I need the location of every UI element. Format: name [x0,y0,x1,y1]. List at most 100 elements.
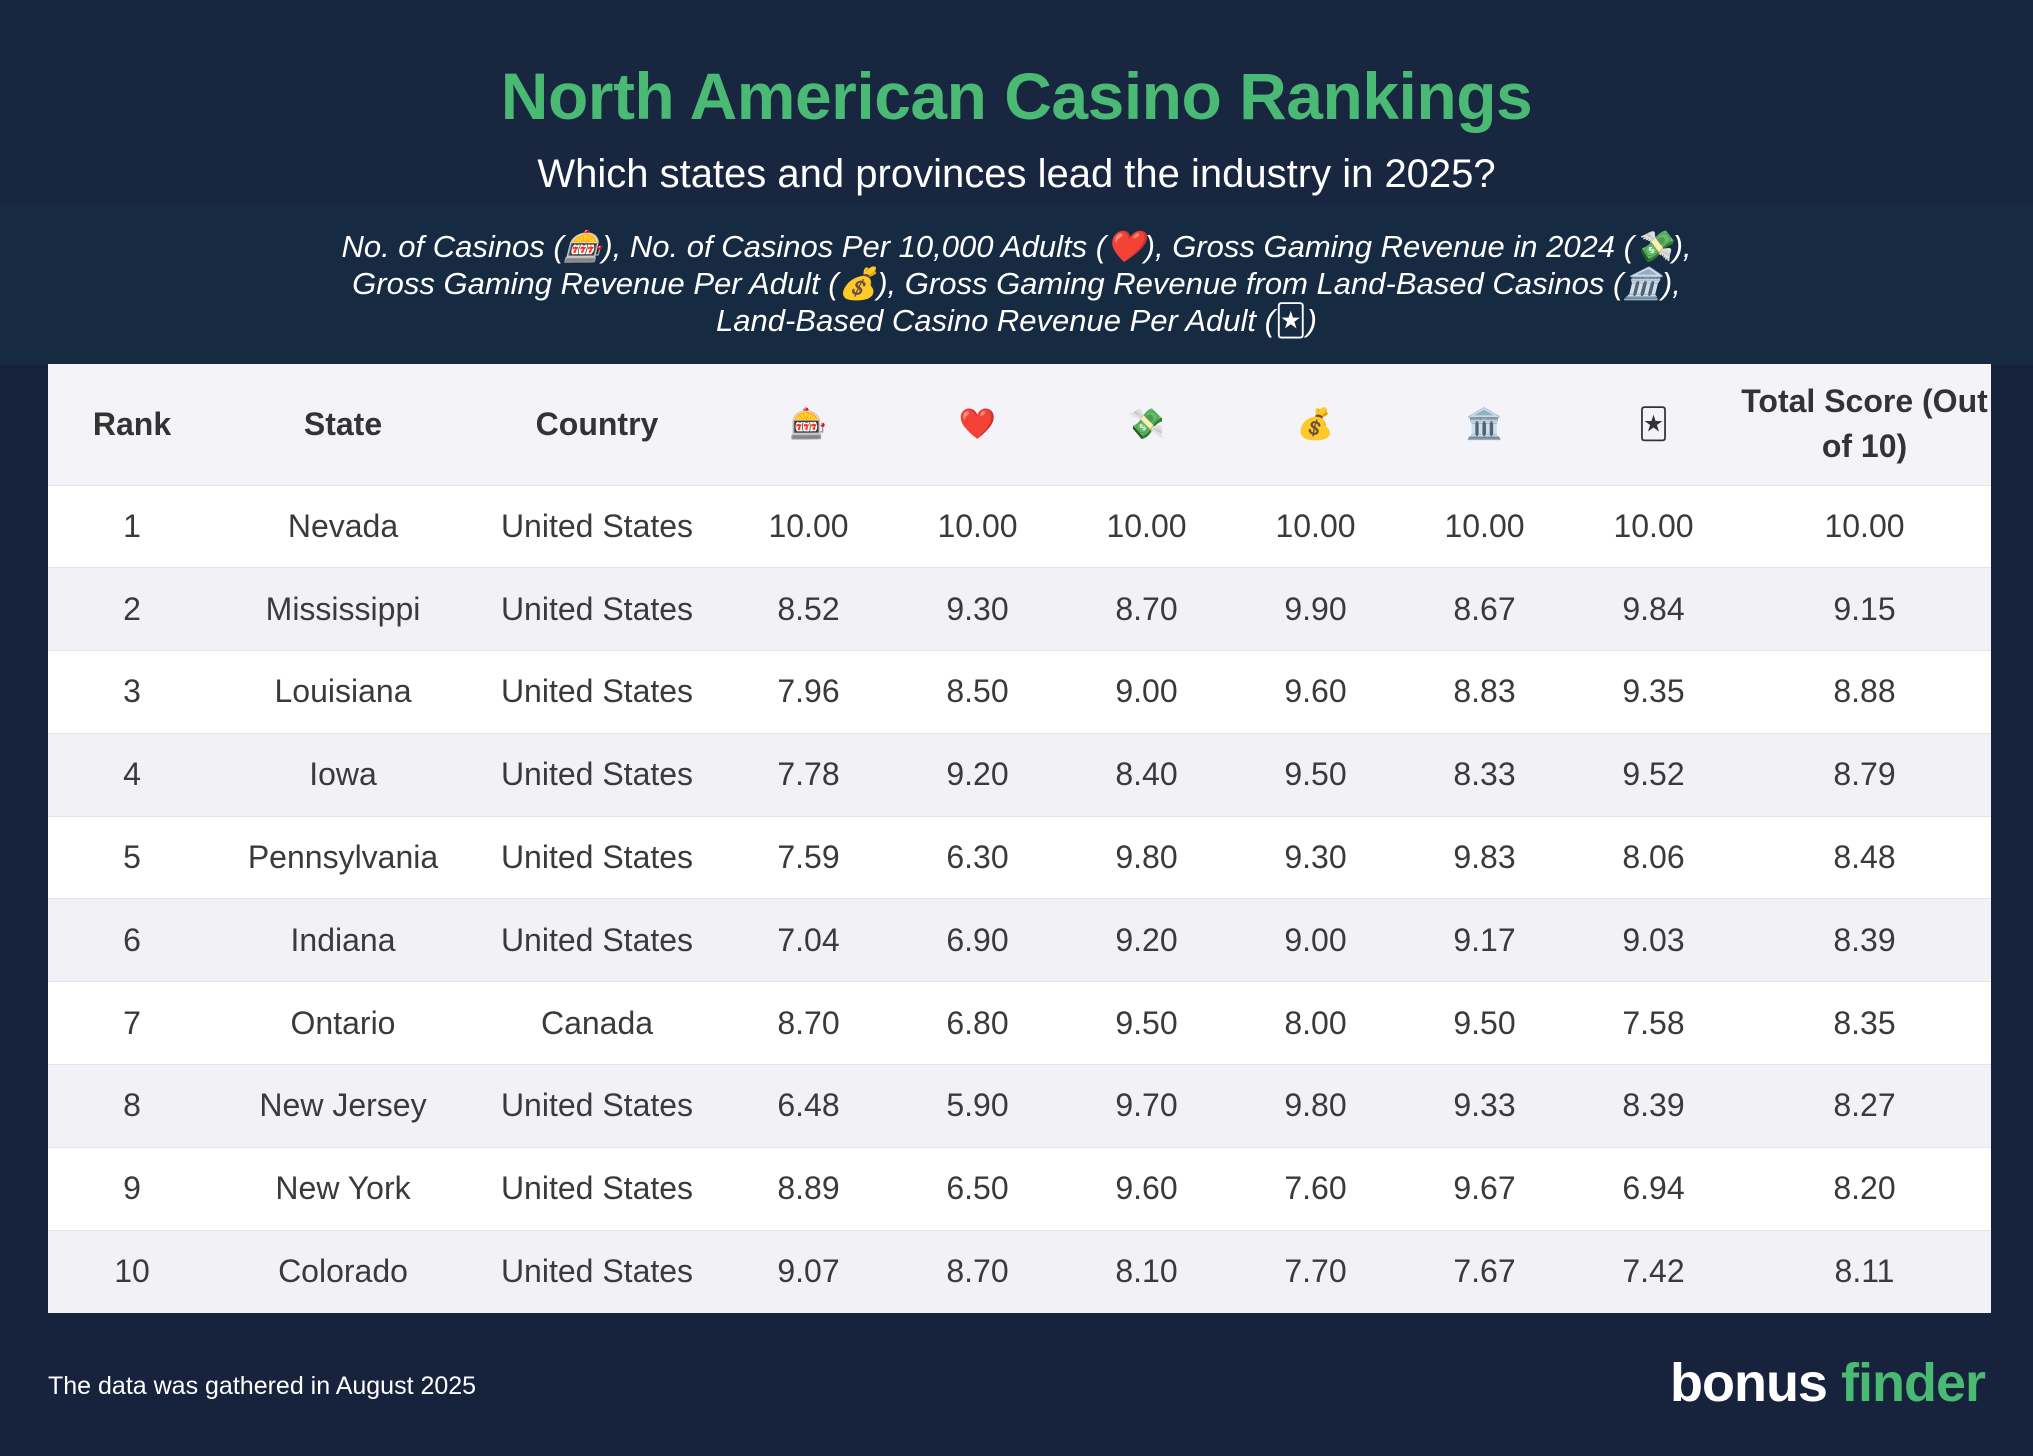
rankings-table: Rank State Country 🎰 ❤️ 💸 💰 🏛️ 🃏 Total Score (Out… [48,364,1991,1313]
land-based-per-adult-cell: 10.00 [1613,507,1694,544]
casinos-per-adult-cell: 9.20 [946,756,1009,793]
casinos-per-adult-cell: 9.30 [946,590,1009,627]
land-based-per-adult-cell: 9.35 [1622,673,1685,710]
land-based-ggr-cell: 8.83 [1453,673,1516,710]
table-row: 9 New York United States 8.89 6.50 9.60 7.60 9.… [48,1147,1991,1231]
logo-text-finder: finder [1840,1353,1986,1413]
bank-icon: 🏛️ [1465,407,1504,441]
header-total-score: Total Score (Out of 10) [1741,383,1988,465]
bonusfinder-logo: bonus finder [1669,1352,1986,1414]
casinos-cell: 6.48 [777,1087,840,1124]
casinos-per-adult-cell: 6.50 [946,1170,1009,1207]
land-based-ggr-cell: 9.67 [1453,1170,1516,1207]
country-cell: United States [500,1087,694,1124]
casinos-cell: 8.52 [777,590,840,627]
country-cell: Canada [540,1004,654,1041]
legend-item: No. of Casinos Per 10,000 Adults (❤️) [629,229,1155,264]
casinos-cell: 8.70 [777,1004,840,1041]
casinos-cell: 9.07 [777,1253,840,1290]
total-score-cell: 8.88 [1833,673,1896,710]
land-based-per-adult-cell: 9.84 [1622,590,1685,627]
land-based-ggr-cell: 8.33 [1453,756,1516,793]
casinos-per-adult-cell: 8.50 [946,673,1009,710]
state-cell: Ontario [290,1004,396,1041]
ggr-cell: 8.70 [1115,590,1178,627]
total-score-cell: 8.35 [1833,1004,1896,1041]
state-cell: Pennsylvania [247,839,439,876]
header-country: Country [535,405,659,442]
table-header-row: Rank State Country 🎰 ❤️ 💸 💰 🏛️ 🃏 Total Score (Out… [48,364,1991,485]
state-cell: Louisiana [274,673,412,710]
land-based-per-adult-cell: 8.06 [1622,839,1685,876]
legend-item: Gross Gaming Revenue Per Adult (💰) [352,266,888,301]
state-cell: Iowa [309,756,377,793]
state-cell: Indiana [290,921,396,958]
total-score-cell: 10.00 [1824,507,1905,544]
land-based-per-adult-cell: 7.58 [1622,1004,1685,1041]
total-score-cell: 8.79 [1833,756,1896,793]
header-rank: Rank [92,405,172,442]
land-based-per-adult-cell: 7.42 [1622,1253,1685,1290]
legend-item: Gross Gaming Revenue in 2024 (💸) [1172,229,1683,264]
state-cell: Nevada [287,507,399,544]
total-score-cell: 9.15 [1833,590,1896,627]
total-score-cell: 8.39 [1833,921,1896,958]
state-cell: New Jersey [259,1087,427,1124]
table-row: 7 Ontario Canada 8.70 6.80 9.50 8.00 9.50 7.58 8.… [48,981,1991,1065]
money-bag-icon: 💰 [1296,407,1335,441]
total-score-cell: 8.11 [1834,1253,1895,1290]
ggr-cell: 9.70 [1115,1087,1178,1124]
country-cell: United States [500,590,694,627]
ggr-per-adult-cell: 10.00 [1275,507,1356,544]
state-cell: Colorado [278,1253,408,1290]
casinos-per-adult-cell: 6.80 [946,1004,1009,1041]
casinos-per-adult-cell: 6.30 [946,839,1009,876]
ggr-per-adult-cell: 9.30 [1284,839,1347,876]
table-row: 6 Indiana United States 7.04 6.90 9.20 9.00 9.1… [48,898,1991,982]
ggr-cell: 8.40 [1115,756,1178,793]
logo-text-bonus: bonus [1669,1353,1828,1413]
state-cell: Mississippi [265,590,421,627]
rank-cell: 3 [123,673,141,710]
ggr-cell: 10.00 [1106,507,1187,544]
ggr-cell: 9.80 [1115,839,1178,876]
ggr-cell: 9.60 [1115,1170,1178,1207]
land-based-ggr-cell: 9.50 [1453,1004,1516,1041]
ggr-per-adult-cell: 7.70 [1284,1253,1347,1290]
rank-cell: 1 [123,507,141,544]
casinos-cell: 10.00 [768,507,849,544]
country-cell: United States [500,1170,694,1207]
land-based-ggr-cell: 8.67 [1453,590,1516,627]
casinos-cell: 7.78 [777,756,840,793]
ggr-per-adult-cell: 9.60 [1284,673,1347,710]
country-cell: United States [500,673,694,710]
rank-cell: 6 [123,921,141,958]
ggr-per-adult-cell: 8.00 [1284,1004,1347,1041]
land-based-ggr-cell: 9.83 [1453,839,1516,876]
country-cell: United States [500,839,694,876]
total-score-cell: 8.27 [1833,1087,1896,1124]
header-background [0,0,2033,205]
total-score-cell: 8.20 [1833,1170,1896,1207]
table-row: 5 Pennsylvania United States 7.59 6.30 9.80 9.… [48,816,1991,899]
state-cell: New York [275,1170,411,1207]
chart-title: North American Casino Rankings [500,59,1533,133]
ggr-cell: 9.00 [1115,673,1178,710]
rank-cell: 4 [123,756,141,793]
rank-cell: 7 [123,1004,141,1041]
ggr-cell: 9.20 [1115,921,1178,958]
land-based-ggr-cell: 7.67 [1453,1253,1516,1290]
legend-band [0,205,2033,365]
rank-cell: 5 [123,839,141,876]
table-row: 1 Nevada United States 10.00 10.00 10.00 10.00… [48,485,1991,568]
table-body: 1 Nevada United States 10.00 10.00 10.00 10.00… [48,485,1991,1313]
casinos-cell: 7.59 [777,839,840,876]
casinos-cell: 7.96 [777,673,840,710]
ggr-per-adult-cell: 9.50 [1284,756,1347,793]
land-based-per-adult-cell: 9.03 [1622,921,1685,958]
land-based-per-adult-cell: 6.94 [1622,1170,1685,1207]
chart-subtitle: Which states and provinces lead the indu… [537,152,1496,196]
casinos-cell: 8.89 [777,1170,840,1207]
heart-icon: ❤️ [958,407,997,441]
legend-item: Gross Gaming Revenue from Land-Based Cas… [904,266,1673,301]
